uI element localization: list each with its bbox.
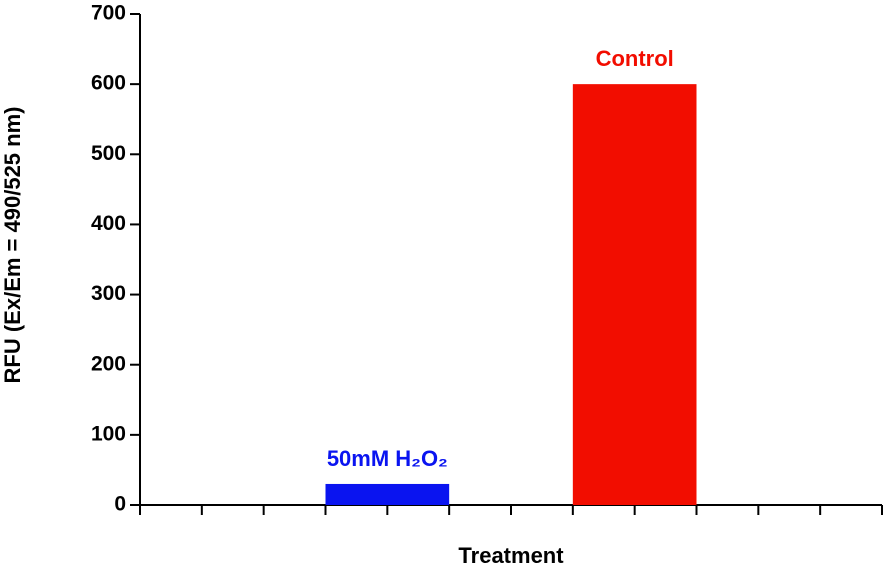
x-axis-title: Treatment [458,543,564,568]
bar-label: 50mM H₂O₂ [327,446,448,471]
y-tick-label: 700 [91,2,126,25]
y-axis-title: RFU (Ex/Em = 490/525 nm) [0,107,25,384]
y-tick-label: 100 [91,422,126,445]
y-tick-label: 300 [91,282,126,305]
bar [325,483,450,505]
y-tick-label: 0 [114,493,126,516]
bar [572,84,697,506]
y-tick-label: 500 [91,142,126,165]
y-tick-label: 600 [91,72,126,95]
y-tick-label: 200 [91,352,126,375]
y-tick-label: 400 [91,212,126,235]
bar-label: Control [596,46,674,71]
